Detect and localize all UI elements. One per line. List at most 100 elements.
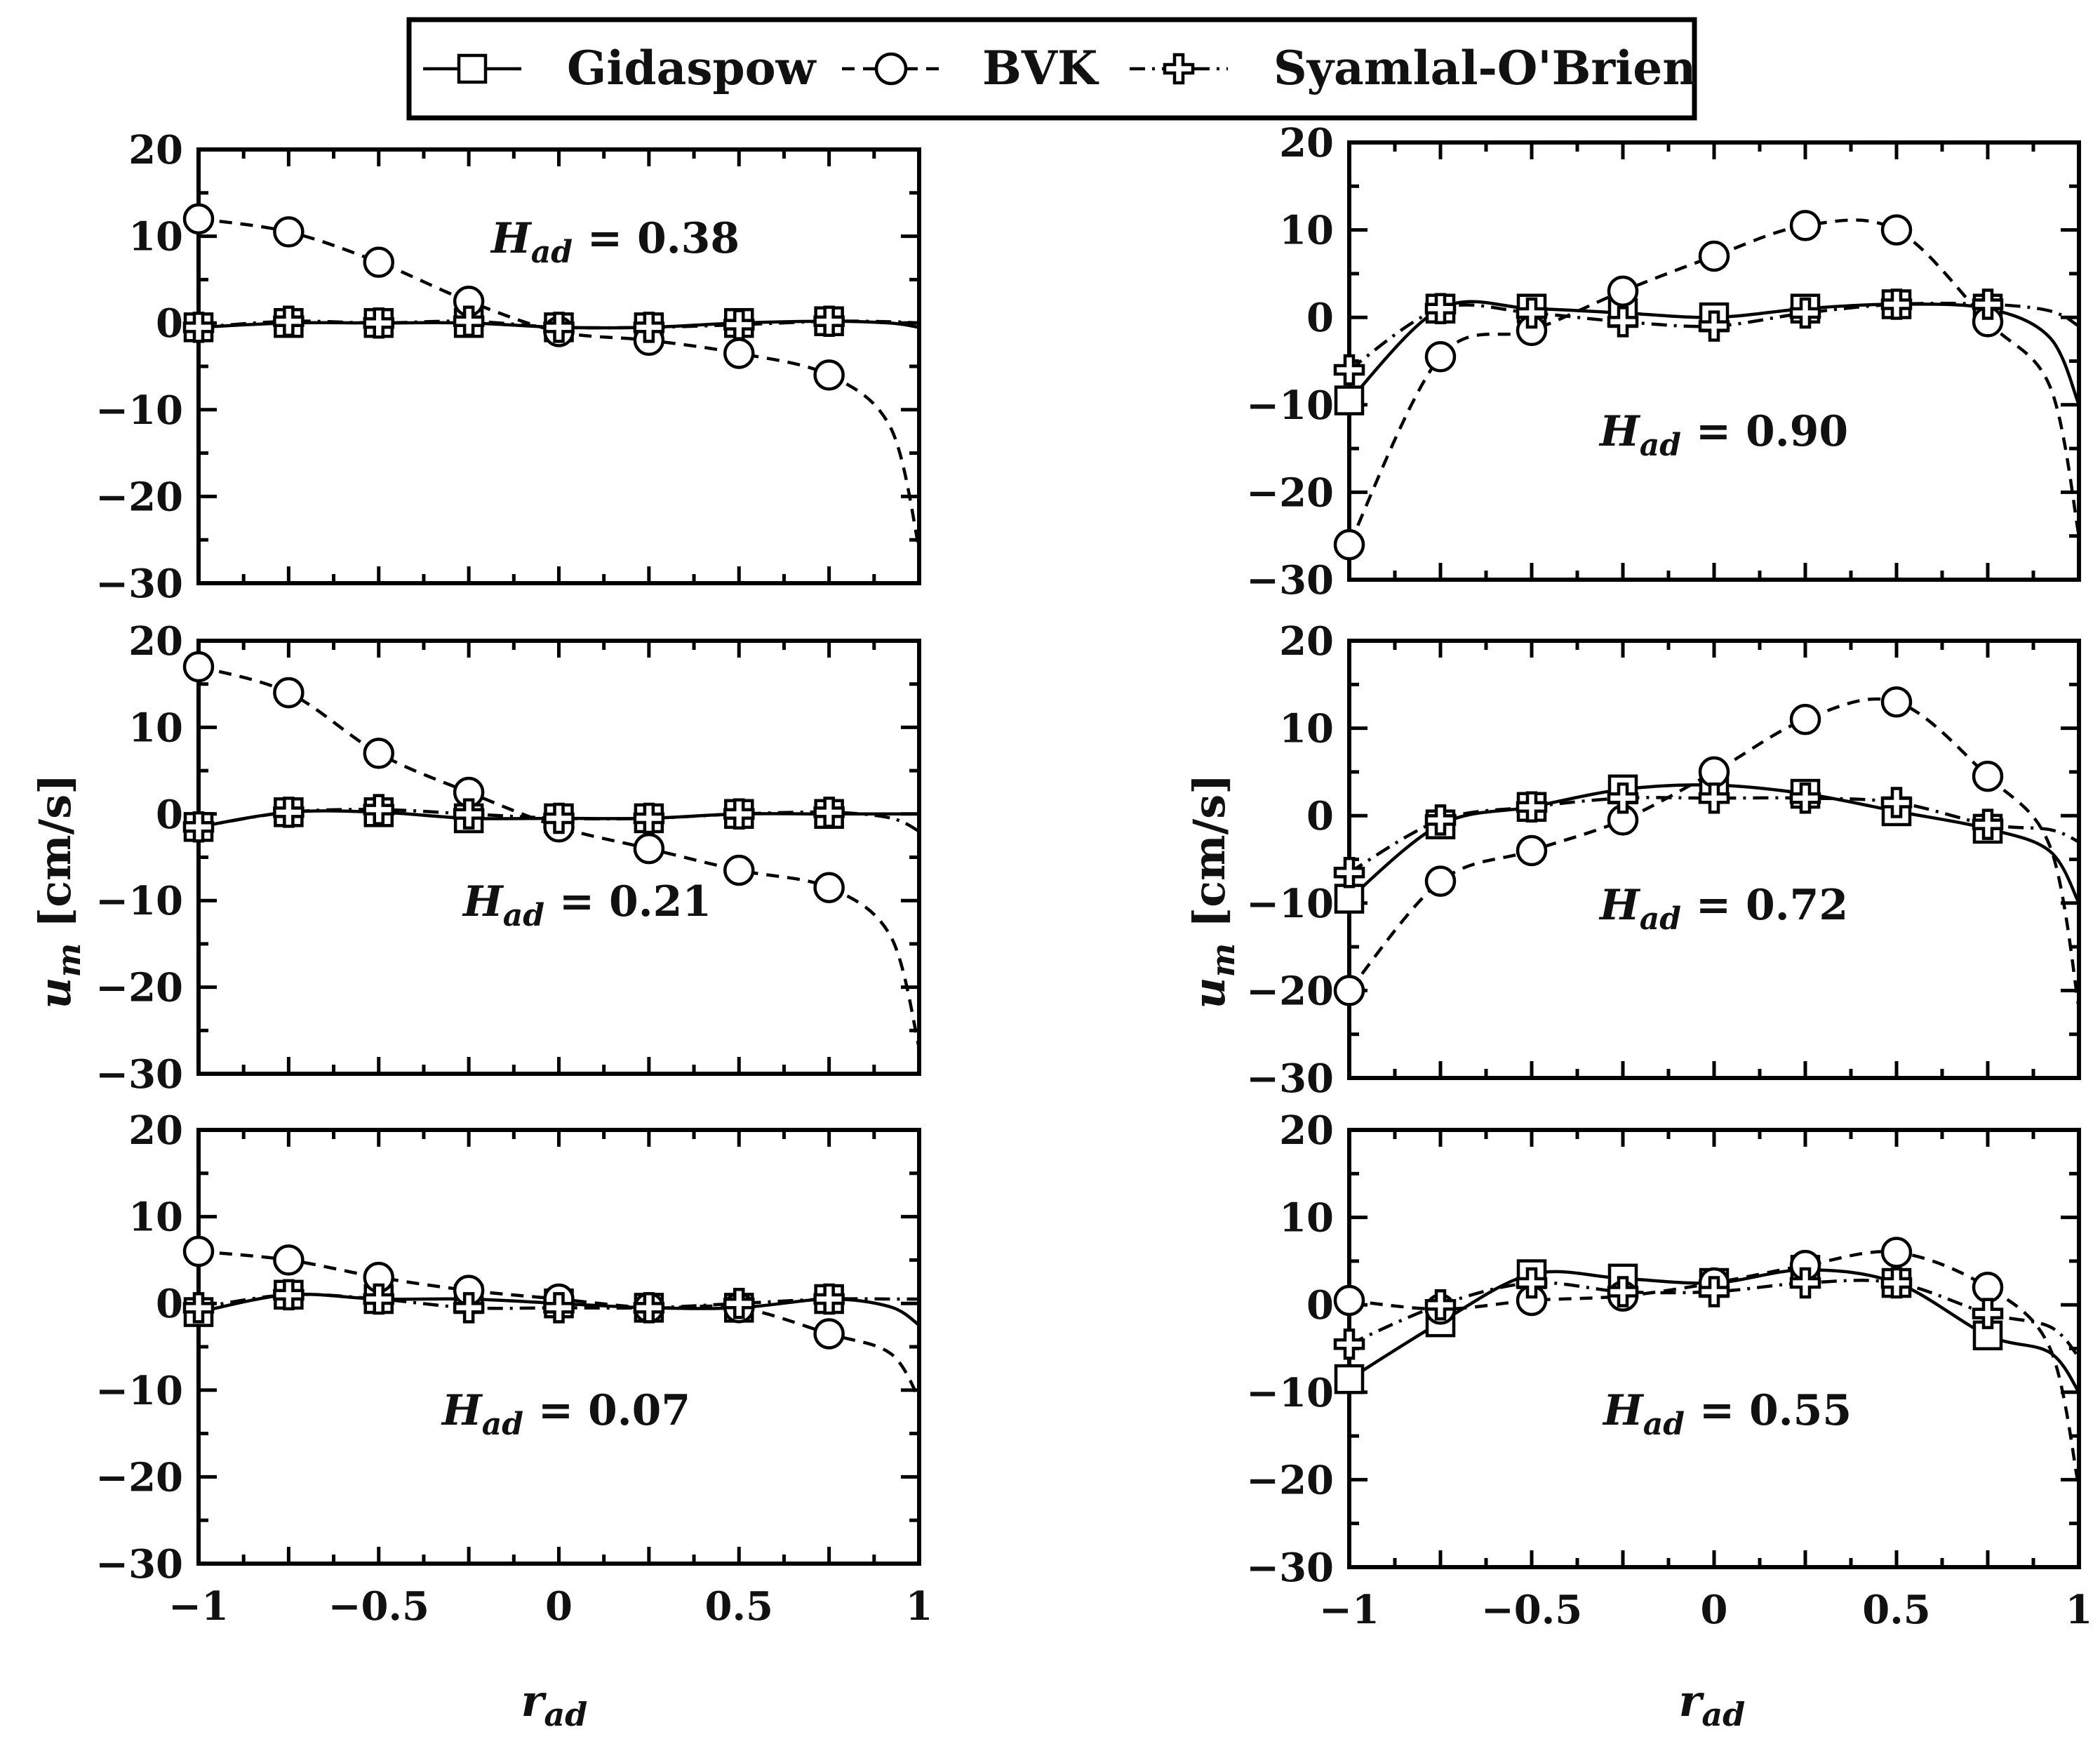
marker-bvk-p7 bbox=[813, 1318, 845, 1350]
x-tick-label: −1 bbox=[168, 1583, 229, 1630]
plot-frame bbox=[1347, 1128, 2081, 1569]
panel-annotation: Had = 0.90 bbox=[1598, 407, 1848, 463]
annotation-var: H bbox=[462, 877, 504, 926]
x-axis-var: r bbox=[521, 1675, 547, 1726]
marker-syamlal-p4 bbox=[1698, 310, 1730, 342]
marker-syamlal-p5 bbox=[1789, 1267, 1821, 1299]
x-tick-label: 1 bbox=[2066, 1587, 2093, 1633]
annotation-value: = 0.21 bbox=[544, 877, 711, 926]
annotation-value: = 0.90 bbox=[1681, 407, 1848, 456]
marker-bvk-p6 bbox=[1880, 686, 1913, 718]
y-tick-label: 20 bbox=[128, 127, 183, 173]
y-tick-label: 10 bbox=[1279, 208, 1334, 254]
marker-syamlal-p6 bbox=[723, 309, 755, 340]
marker-bvk-p0 bbox=[1333, 975, 1365, 1006]
marker-syamlal-p5 bbox=[1789, 297, 1821, 329]
marker-syamlal-p0 bbox=[182, 811, 215, 843]
marker-syamlal-p0 bbox=[1333, 856, 1365, 888]
y-axis-var: u bbox=[1184, 977, 1235, 1009]
legend-circle-marker bbox=[874, 52, 908, 86]
y-axis-title-right: um [cm/s] bbox=[1184, 774, 1242, 1009]
series-line-bvk bbox=[198, 1249, 921, 1400]
y-axis-unit: [cm/s] bbox=[1184, 774, 1235, 943]
x-axis-title-right: rad bbox=[1679, 1675, 1746, 1733]
annotation-value: = 0.55 bbox=[1685, 1386, 1852, 1435]
marker-syamlal-p3 bbox=[1607, 306, 1639, 338]
y-tick-label: 10 bbox=[128, 214, 183, 260]
marker-bvk-p2 bbox=[363, 738, 394, 769]
marker-syamlal-p0 bbox=[1333, 1329, 1365, 1360]
panel-annotation: Had = 0.07 bbox=[441, 1386, 690, 1442]
legend-square-marker bbox=[457, 53, 488, 84]
legend-label-gidaspow: Gidaspow bbox=[567, 41, 817, 95]
marker-syamlal-p2 bbox=[363, 307, 394, 339]
plot-frame bbox=[1347, 639, 2081, 1080]
y-tick-label: −20 bbox=[95, 474, 183, 520]
marker-syamlal-p4 bbox=[1698, 1276, 1730, 1307]
marker-syamlal-p2 bbox=[1516, 1267, 1548, 1299]
y-axis-var: u bbox=[29, 977, 81, 1009]
y-axis-sub: m bbox=[1204, 943, 1242, 978]
marker-syamlal-p3 bbox=[1607, 783, 1639, 814]
y-tick-label: −10 bbox=[95, 1368, 183, 1414]
y-tick-label: 20 bbox=[1279, 618, 1334, 665]
x-tick-label: 0 bbox=[1701, 1587, 1728, 1633]
marker-syamlal-p2 bbox=[1516, 297, 1548, 329]
y-tick-label: −20 bbox=[1246, 1457, 1334, 1503]
marker-bvk-p7 bbox=[813, 872, 845, 903]
y-tick-label: 0 bbox=[156, 792, 183, 838]
marker-syamlal-p0 bbox=[182, 1292, 215, 1324]
y-tick-label: 10 bbox=[1279, 706, 1334, 752]
x-axis-sub: ad bbox=[1701, 1696, 1745, 1733]
x-axis-title-left: rad bbox=[521, 1675, 588, 1733]
marker-bvk-p4 bbox=[1698, 756, 1730, 788]
y-tick-label: 0 bbox=[1306, 793, 1334, 839]
panel-h038: 20 10 0 −10 −20 −30 Had = 0.38 bbox=[95, 127, 921, 607]
y-tick-label: 10 bbox=[1279, 1195, 1334, 1242]
marker-bvk-p2 bbox=[363, 246, 394, 278]
marker-bvk-p7 bbox=[1972, 1272, 2004, 1303]
marker-syamlal-p1 bbox=[1424, 293, 1457, 324]
marker-syamlal-p3 bbox=[453, 798, 485, 830]
marker-bvk-p6 bbox=[723, 338, 755, 369]
marker-gidaspow-p0 bbox=[1334, 385, 1365, 415]
marker-gidaspow-p0 bbox=[1334, 884, 1365, 914]
marker-syamlal-p1 bbox=[273, 1279, 305, 1311]
marker-bvk-p5 bbox=[1789, 703, 1821, 735]
marker-syamlal-p5 bbox=[1789, 783, 1821, 814]
panel-h072: 20 10 0 −10 −20 −30 Had = 0.72 bbox=[1246, 618, 2081, 1102]
marker-syamlal-p1 bbox=[273, 305, 305, 337]
y-tick-label: 10 bbox=[128, 705, 183, 751]
marker-syamlal-p1 bbox=[1424, 804, 1457, 836]
marker-syamlal-p5 bbox=[633, 802, 665, 834]
marker-bvk-p6 bbox=[723, 854, 755, 886]
marker-syamlal-p0 bbox=[182, 312, 215, 343]
plot-frame bbox=[1347, 140, 2081, 582]
y-tick-label: −10 bbox=[95, 878, 183, 924]
y-tick-label: −30 bbox=[95, 561, 183, 607]
marker-bvk-p5 bbox=[1789, 210, 1821, 241]
marker-syamlal-p5 bbox=[633, 1292, 665, 1324]
panel-annotation: Had = 0.21 bbox=[462, 877, 711, 933]
marker-syamlal-p2 bbox=[1516, 791, 1548, 823]
plot-frame bbox=[196, 639, 921, 1076]
series-line-bvk bbox=[1348, 697, 2081, 1009]
legend-label-syamlal: Syamlal-O'Brien bbox=[1273, 41, 1696, 95]
y-tick-label: 0 bbox=[156, 1281, 183, 1327]
legend-plus-marker bbox=[1163, 53, 1195, 85]
marker-syamlal-p7 bbox=[1972, 808, 2004, 840]
y-axis-title-left: um [cm/s] bbox=[29, 774, 88, 1009]
marker-syamlal-p3 bbox=[1607, 1276, 1639, 1307]
marker-syamlal-p6 bbox=[1880, 288, 1913, 320]
x-tick-label: −1 bbox=[1319, 1587, 1379, 1633]
y-tick-label: −30 bbox=[1246, 557, 1334, 604]
legend: Gidaspow BVK Syamlal-O'Brien bbox=[406, 17, 1697, 121]
marker-bvk-p0 bbox=[182, 203, 215, 235]
series-line-bvk bbox=[1349, 1250, 2081, 1489]
y-tick-label: 20 bbox=[1279, 1107, 1334, 1154]
y-tick-label: 20 bbox=[128, 618, 183, 665]
marker-gidaspow-p0 bbox=[1334, 1364, 1365, 1394]
plot-frame bbox=[196, 147, 921, 585]
annotation-var: H bbox=[1598, 881, 1641, 930]
marker-syamlal-p4 bbox=[543, 312, 575, 343]
